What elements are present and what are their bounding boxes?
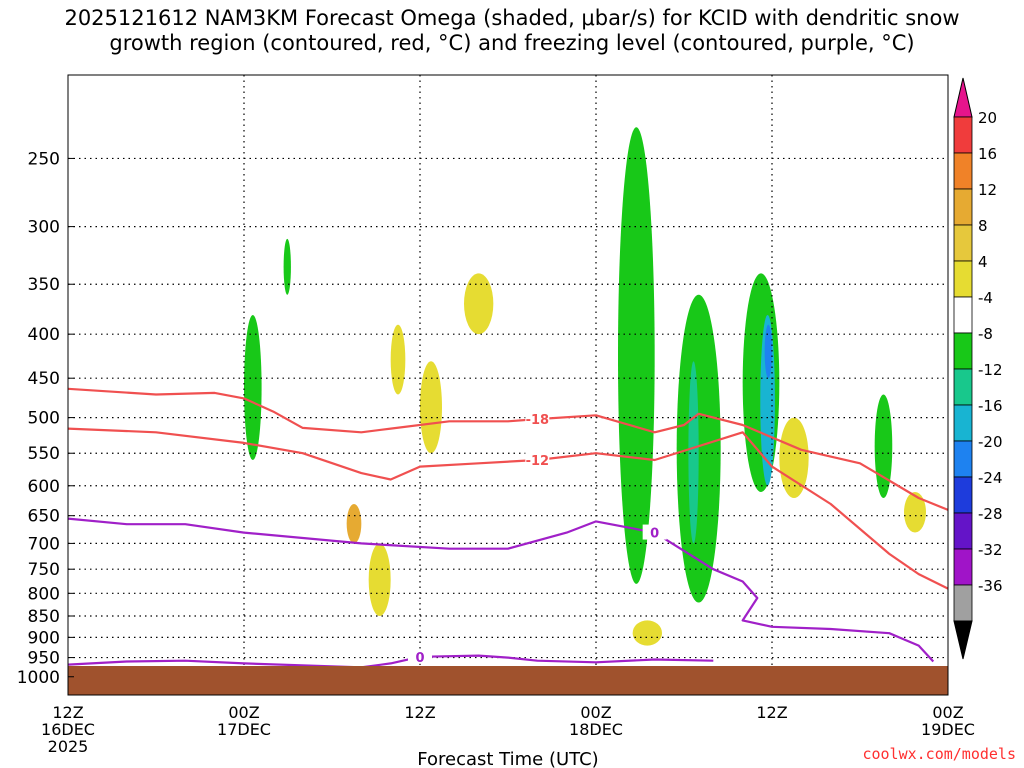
y-tick-label-950: 950	[28, 649, 60, 669]
omega-region-3	[676, 294, 721, 603]
x-tick-label-2-line1: 12Z	[404, 703, 435, 722]
omega-region-12	[346, 504, 362, 544]
y-tick-label-600: 600	[28, 477, 60, 497]
contours: -18 -12 0 0	[67, 387, 949, 669]
y-tick-label-700: 700	[28, 534, 60, 554]
omega-region-14	[779, 417, 809, 499]
y-tick-label-550: 550	[28, 444, 60, 464]
x-tick-label-3-line1: 00Z	[580, 703, 611, 722]
colorbar-box-0	[953, 116, 973, 154]
omega-region-11	[420, 361, 442, 454]
colorbar-box-2	[953, 188, 973, 226]
colorbar-label-4: 4	[978, 253, 988, 271]
omega-region-13	[368, 543, 391, 616]
x-tick-label-0-line1: 12Z	[52, 703, 83, 722]
omega-region-7	[764, 324, 772, 379]
chart-title-line1: 2025121612 NAM3KM Forecast Omega (shaded…	[64, 6, 960, 30]
y-axis: 2503003504004505005506006507007508008509…	[17, 149, 74, 688]
omega-region-2	[618, 127, 655, 584]
contour-label-bg-freezing_level	[642, 524, 667, 540]
colorbar-label-3: 8	[978, 217, 988, 235]
x-tick-label-1-line2: 17DEC	[217, 720, 271, 739]
colorbar-label-6: -8	[978, 325, 993, 343]
colorbar-box-11	[953, 512, 973, 550]
colorbar-box-1	[953, 152, 973, 190]
colorbar-label-13: -36	[978, 577, 1003, 595]
contour-label-freezing_level_low: 0	[415, 651, 424, 666]
y-tick-label-900: 900	[28, 628, 60, 648]
omega-region-15	[904, 491, 926, 533]
y-tick-label-800: 800	[28, 584, 60, 604]
colorbar-box-7	[953, 368, 973, 406]
y-tick-label-350: 350	[28, 275, 60, 295]
colorbar-label-5: -4	[978, 289, 993, 307]
y-tick-label-250: 250	[28, 149, 60, 169]
y-tick-label-850: 850	[28, 607, 60, 627]
x-tick-label-0-line3: 2025	[48, 737, 89, 756]
colorbar: 20 16 12 8 4 -4 -8 -12 -16 -20 -24 -28 -32 -36	[953, 77, 1003, 660]
x-tick-label-4-line1: 12Z	[756, 703, 787, 722]
colorbar-label-7: -12	[978, 361, 1003, 379]
colorbar-box-6	[953, 332, 973, 370]
y-tick-label-300: 300	[28, 218, 60, 238]
colorbar-label-10: -24	[978, 469, 1003, 487]
contour-label-bg-freezing_level_low	[408, 648, 432, 664]
colorbar-box-10	[953, 476, 973, 514]
colorbar-top-arrow	[953, 77, 973, 118]
colorbar-box-13	[953, 584, 973, 622]
plot-background	[68, 75, 948, 695]
omega-region-4	[688, 361, 699, 544]
x-tick-label-5-line1: 00Z	[932, 703, 963, 722]
colorbar-label-11: -28	[978, 505, 1003, 523]
colorbar-label-1: 16	[978, 145, 997, 163]
colorbar-label-2: 12	[978, 181, 997, 199]
omega-region-0	[244, 314, 262, 460]
x-tick-label-1-line1: 00Z	[228, 703, 259, 722]
plot-frame	[67, 74, 949, 696]
colorbar-box-3	[953, 224, 973, 262]
colorbar-box-9	[953, 440, 973, 478]
omega-region-9	[464, 273, 494, 335]
x-tick-label-5-line2: 19DEC	[921, 720, 975, 739]
x-axis-label: Forecast Time (UTC)	[417, 749, 598, 768]
contour-minus18	[67, 387, 949, 511]
colorbar-label-8: -16	[978, 397, 1003, 415]
colorbar-bottom-arrow	[953, 620, 973, 660]
contour-label-bg-minus12	[525, 451, 550, 467]
omega-shading	[244, 127, 926, 646]
colorbar-label-0: 20	[978, 109, 997, 127]
colorbar-box-8	[953, 404, 973, 442]
chart-title-line2: growth region (contoured, red, °C) and f…	[109, 31, 915, 55]
ground-surface	[68, 666, 948, 695]
omega-region-16	[632, 620, 662, 646]
x-tick-label-3-line2: 18DEC	[569, 720, 623, 739]
colorbar-label-9: -20	[978, 433, 1003, 451]
colorbar-box-5	[953, 296, 973, 334]
colorbar-label-12: -32	[978, 541, 1003, 559]
contour-label-minus18: -18	[526, 413, 550, 428]
plot-area: -18 -12 0 0	[67, 74, 949, 696]
contour-label-freezing_level: 0	[650, 527, 659, 542]
y-tick-label-400: 400	[28, 325, 60, 345]
contour-label-minus12: -12	[526, 454, 550, 469]
colorbar-box-12	[953, 548, 973, 586]
credit-text: coolwx.com/models	[862, 745, 1016, 763]
y-tick-label-450: 450	[28, 369, 60, 389]
colorbar-box-4	[953, 260, 973, 298]
omega-region-8	[874, 394, 893, 499]
y-tick-label-500: 500	[28, 409, 60, 429]
omega-region-10	[390, 324, 406, 395]
y-tick-label-650: 650	[28, 507, 60, 527]
contour-label-bg-minus18	[525, 411, 550, 427]
omega-region-1	[283, 238, 291, 295]
y-tick-label-750: 750	[28, 560, 60, 580]
y-tick-label-1000: 1000	[17, 668, 60, 688]
x-tick-label-0-line2: 16DEC	[41, 720, 95, 739]
